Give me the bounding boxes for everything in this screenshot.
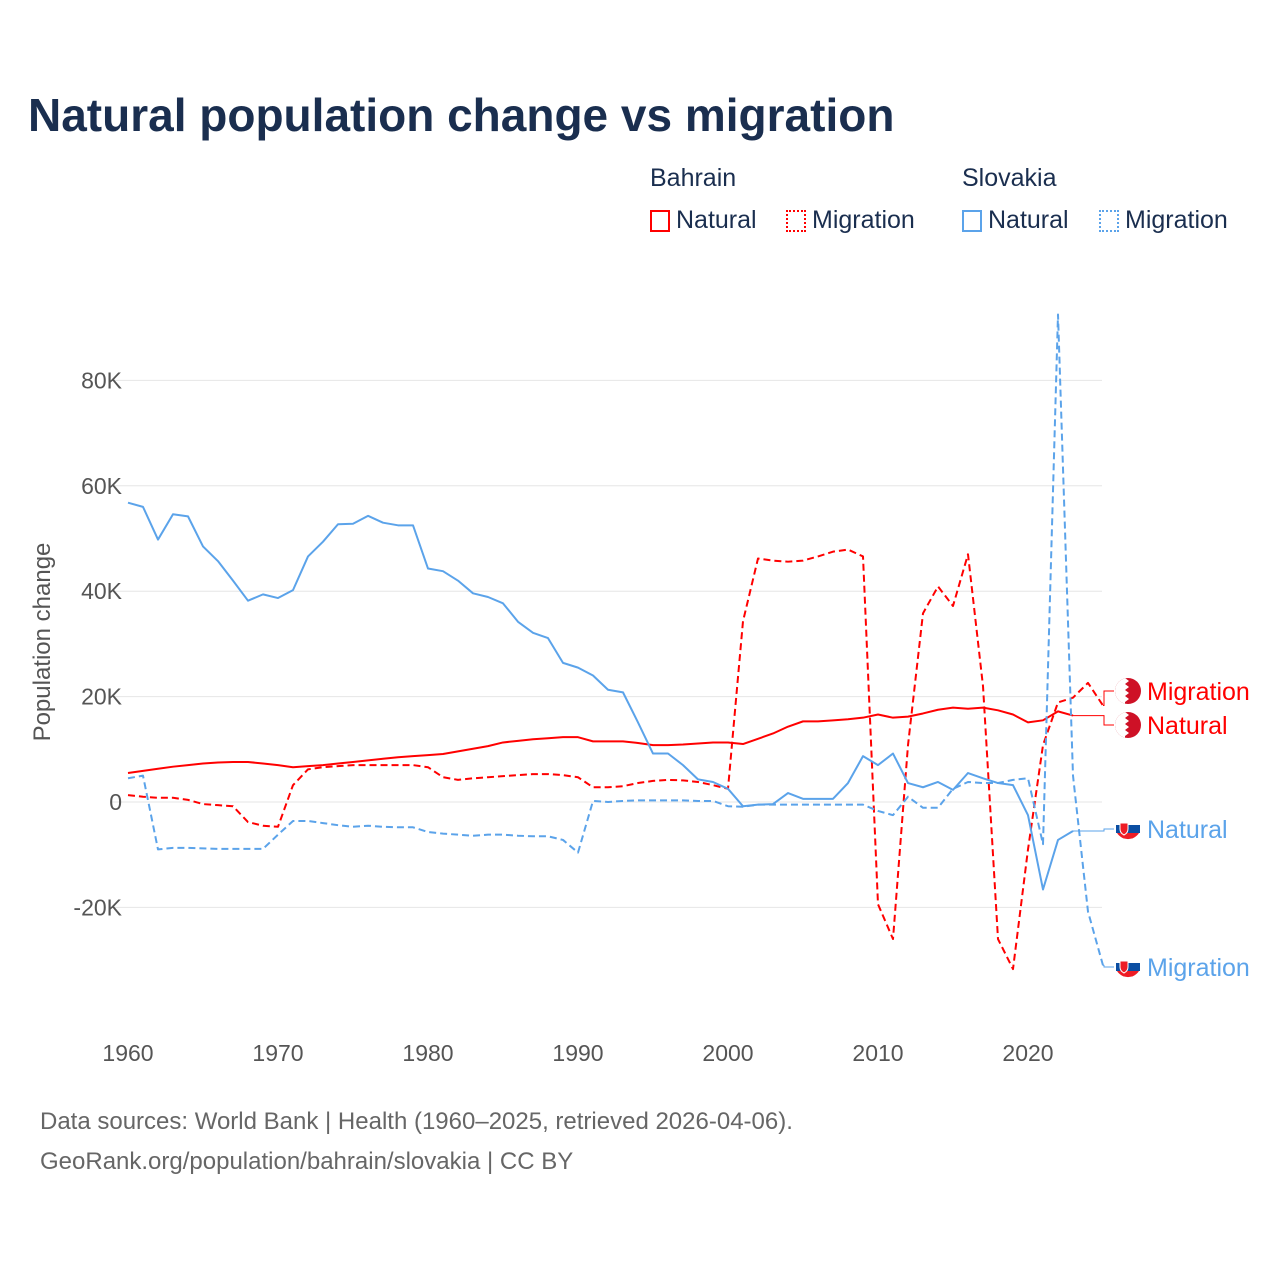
x-tick-label: 1960: [102, 1040, 153, 1066]
x-tick-label: 1980: [402, 1040, 453, 1066]
legend-swatch: [962, 209, 982, 232]
series-line-bahrain-migration: [127, 548, 1104, 971]
legend-label: Natural: [988, 206, 1069, 234]
label-connector: [1103, 690, 1114, 707]
label-connector: [1103, 964, 1114, 968]
legend-slovakia-natural[interactable]: Natural: [962, 206, 1069, 235]
legend-group-bahrain: Bahrain: [650, 164, 737, 192]
series-line-slovakia-natural: [127, 501, 1074, 891]
source-line-1: Data sources: World Bank | Health (1960–…: [40, 1108, 793, 1135]
end-label: Migration: [1147, 954, 1250, 982]
source-line-2[interactable]: GeoRank.org/population/bahrain/slovakia …: [40, 1148, 574, 1175]
bahrain-flag-icon: [1115, 712, 1141, 738]
y-tick-label: 60K: [81, 473, 123, 499]
x-tick-label: 2010: [852, 1040, 903, 1066]
y-tick-label: -20K: [73, 894, 122, 920]
x-tick-label: 1970: [252, 1040, 303, 1066]
slovakia-flag-icon: [1115, 954, 1141, 980]
y-axis-label: Population change: [29, 543, 56, 742]
y-tick-label: 40K: [81, 578, 123, 604]
slovakia-flag-icon: [1115, 816, 1141, 842]
legend-bahrain-natural[interactable]: Natural: [650, 206, 757, 235]
x-tick-label: 2000: [702, 1040, 753, 1066]
legend-swatch: [786, 209, 806, 232]
label-connector: [1073, 828, 1114, 832]
y-tick-label: 0: [109, 789, 122, 815]
legend-swatch: [650, 209, 670, 232]
legend-bahrain-migration[interactable]: Migration: [786, 206, 915, 235]
flag-shield: [1119, 960, 1129, 974]
end-label: Natural: [1147, 816, 1228, 844]
x-tick-label: 2020: [1002, 1040, 1053, 1066]
x-tick-label: 1990: [552, 1040, 603, 1066]
legend-group-slovakia: Slovakia: [962, 164, 1057, 192]
series-line-bahrain-natural: [127, 706, 1074, 775]
series-line-slovakia-migration: [127, 313, 1104, 966]
legend-label: Migration: [812, 206, 915, 234]
legend-swatch: [1099, 209, 1119, 232]
end-label: Natural: [1147, 712, 1228, 740]
flag-white: [1115, 678, 1129, 704]
flag-white: [1115, 712, 1129, 738]
end-label: Migration: [1147, 678, 1250, 706]
flag-shield: [1119, 822, 1129, 836]
legend-slovakia-migration[interactable]: Migration: [1099, 206, 1228, 235]
chart-title: Natural population change vs migration: [28, 89, 895, 141]
label-connector: [1073, 715, 1114, 726]
legend-label: Natural: [676, 206, 757, 234]
y-tick-label: 20K: [81, 684, 123, 710]
bahrain-flag-icon: [1115, 678, 1141, 704]
legend-label: Migration: [1125, 206, 1228, 234]
y-tick-label: 80K: [81, 367, 123, 393]
